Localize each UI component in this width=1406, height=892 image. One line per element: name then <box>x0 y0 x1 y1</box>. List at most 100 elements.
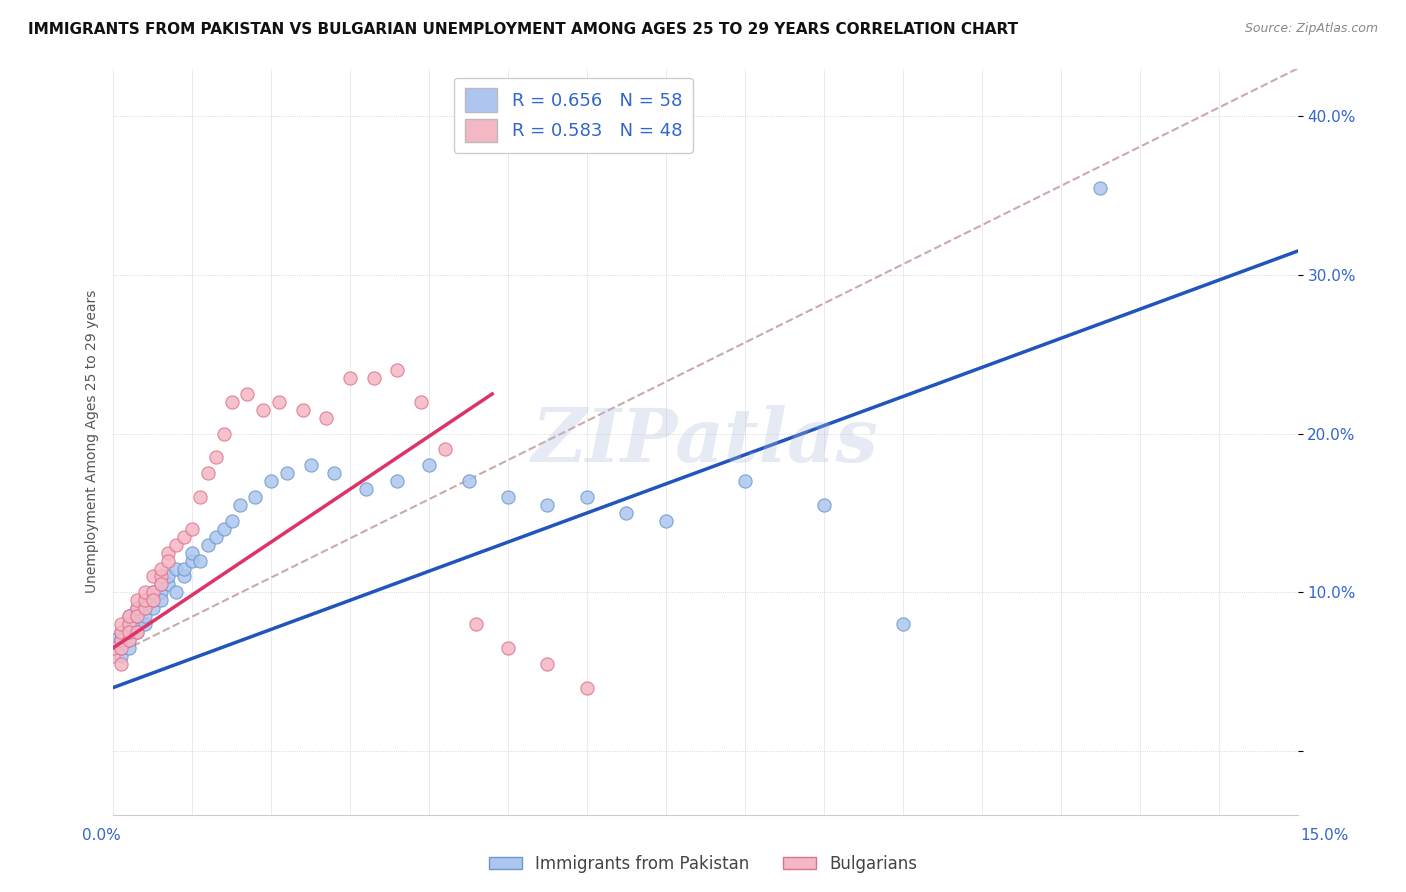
Point <box>103 648 125 663</box>
Point <box>236 387 259 401</box>
Legend: R = 0.656   N = 58, R = 0.583   N = 48: R = 0.656 N = 58, R = 0.583 N = 48 <box>454 78 693 153</box>
Point <box>575 490 598 504</box>
Point <box>110 617 132 632</box>
Point <box>496 490 519 504</box>
Point <box>149 577 172 591</box>
Point <box>655 514 678 528</box>
Point <box>110 657 132 671</box>
Point <box>181 522 204 536</box>
Point <box>433 442 456 457</box>
Point <box>496 640 519 655</box>
Point <box>125 609 148 624</box>
Point <box>118 617 141 632</box>
Point <box>212 522 235 536</box>
Point <box>134 593 156 607</box>
Point <box>197 467 219 481</box>
Point <box>142 593 165 607</box>
Point <box>103 640 125 655</box>
Point <box>197 538 219 552</box>
Point <box>134 617 156 632</box>
Point <box>339 371 361 385</box>
Point <box>149 561 172 575</box>
Point <box>142 593 165 607</box>
Point <box>205 530 228 544</box>
Point <box>157 553 180 567</box>
Point <box>221 395 243 409</box>
Point <box>173 530 195 544</box>
Legend: Immigrants from Pakistan, Bulgarians: Immigrants from Pakistan, Bulgarians <box>482 848 924 880</box>
Point <box>118 609 141 624</box>
Point <box>118 632 141 647</box>
Point <box>299 458 322 473</box>
Point <box>411 395 433 409</box>
Point <box>165 585 187 599</box>
Point <box>173 561 195 575</box>
Point <box>205 450 228 465</box>
Point <box>181 553 204 567</box>
Point <box>134 609 156 624</box>
Point <box>110 632 132 647</box>
Point <box>165 561 187 575</box>
Point <box>245 490 267 504</box>
Point <box>110 648 132 663</box>
Point <box>134 601 156 615</box>
Point <box>134 585 156 599</box>
Point <box>103 640 125 655</box>
Point <box>125 625 148 640</box>
Point <box>813 498 835 512</box>
Point <box>149 577 172 591</box>
Point <box>252 402 274 417</box>
Point <box>181 546 204 560</box>
Point <box>118 632 141 647</box>
Point <box>110 632 132 647</box>
Point <box>891 617 914 632</box>
Point <box>142 569 165 583</box>
Point <box>354 482 377 496</box>
Point <box>142 585 165 599</box>
Point <box>387 474 409 488</box>
Point <box>212 426 235 441</box>
Point <box>125 617 148 632</box>
Point <box>323 467 346 481</box>
Point <box>418 458 440 473</box>
Point <box>110 625 132 640</box>
Point <box>118 625 141 640</box>
Point <box>149 569 172 583</box>
Point <box>125 593 148 607</box>
Point <box>149 585 172 599</box>
Point <box>125 609 148 624</box>
Point <box>221 514 243 528</box>
Point <box>125 601 148 615</box>
Text: Source: ZipAtlas.com: Source: ZipAtlas.com <box>1244 22 1378 36</box>
Point <box>165 538 187 552</box>
Point <box>536 498 558 512</box>
Point <box>134 601 156 615</box>
Point <box>363 371 385 385</box>
Point <box>118 640 141 655</box>
Point <box>142 585 165 599</box>
Text: IMMIGRANTS FROM PAKISTAN VS BULGARIAN UNEMPLOYMENT AMONG AGES 25 TO 29 YEARS COR: IMMIGRANTS FROM PAKISTAN VS BULGARIAN UN… <box>28 22 1018 37</box>
Text: 0.0%: 0.0% <box>82 829 121 843</box>
Point <box>125 601 148 615</box>
Point <box>188 490 211 504</box>
Point <box>118 609 141 624</box>
Point <box>291 402 314 417</box>
Point <box>575 681 598 695</box>
Point <box>157 546 180 560</box>
Point <box>734 474 756 488</box>
Point <box>118 625 141 640</box>
Point <box>110 625 132 640</box>
Point <box>134 593 156 607</box>
Point <box>267 395 290 409</box>
Point <box>260 474 283 488</box>
Text: 15.0%: 15.0% <box>1301 829 1348 843</box>
Point <box>173 569 195 583</box>
Point <box>536 657 558 671</box>
Point <box>110 632 132 647</box>
Point <box>110 640 132 655</box>
Point <box>188 553 211 567</box>
Point <box>103 632 125 647</box>
Point <box>228 498 250 512</box>
Point <box>315 410 337 425</box>
Y-axis label: Unemployment Among Ages 25 to 29 years: Unemployment Among Ages 25 to 29 years <box>86 290 100 593</box>
